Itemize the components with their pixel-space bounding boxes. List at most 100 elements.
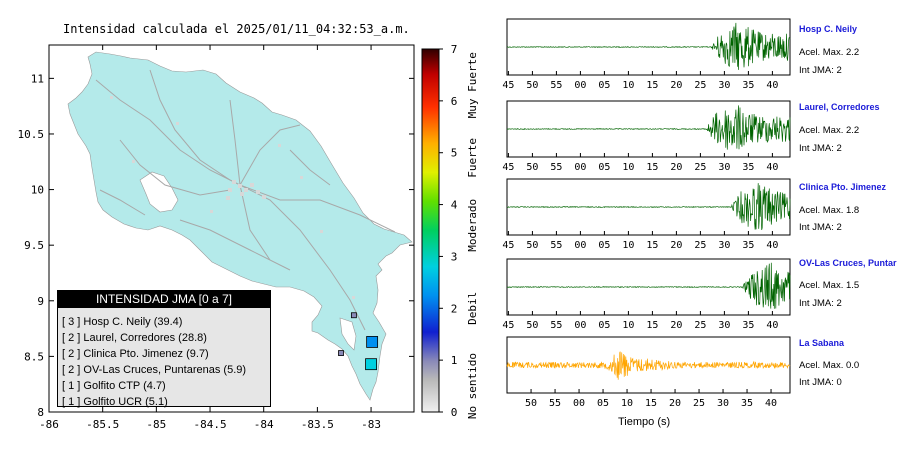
colorbar-tick-label: 4 bbox=[451, 199, 458, 212]
seismogram-tick-label: 45 bbox=[502, 240, 514, 251]
seismogram-tick-label: 40 bbox=[766, 320, 778, 331]
colorbar-label: No sentido bbox=[466, 353, 479, 419]
seismogram-tick-label: 30 bbox=[718, 240, 730, 251]
seismogram-tick-label: 00 bbox=[574, 162, 586, 173]
seismogram-tick-label: 50 bbox=[526, 240, 538, 251]
seismogram-tick-label: 55 bbox=[550, 320, 562, 331]
seismogram-tick-label: 40 bbox=[765, 398, 777, 409]
seismogram-tick-label: 05 bbox=[597, 398, 609, 409]
golfo-dulce bbox=[339, 317, 357, 351]
seismogram-tick-label: 55 bbox=[550, 240, 562, 251]
intensity-legend: INTENSIDAD JMA [0 a 7] [ 3 ] Hosp C. Nei… bbox=[57, 290, 271, 408]
seismogram-tick-label: 05 bbox=[598, 162, 610, 173]
colorbar-tick-label: 2 bbox=[451, 302, 458, 315]
legend-item: [ 1 ] Golfito UCR (5.1) bbox=[62, 396, 168, 408]
seismogram-tick-label: 20 bbox=[669, 398, 681, 409]
seismogram-tick-label: 55 bbox=[549, 398, 561, 409]
seismogram-trace bbox=[506, 183, 791, 230]
legend-item: [ 1 ] Golfito CTP (4.7) bbox=[62, 380, 166, 392]
colorbar-tick-label: 1 bbox=[451, 354, 458, 367]
seismogram-tick-label: 05 bbox=[598, 240, 610, 251]
map-y-tick-label: 10 bbox=[31, 184, 44, 197]
station-int: Int JMA: 0 bbox=[799, 377, 842, 388]
seismogram-tick-label: 00 bbox=[574, 80, 586, 91]
station-marker bbox=[365, 358, 377, 371]
gulf-water bbox=[139, 171, 179, 213]
legend-item: [ 3 ] Hosp C. Neily (39.4) bbox=[62, 316, 183, 328]
map-x-tick-label: -86 bbox=[39, 418, 59, 431]
colorbar-label: Fuerte bbox=[466, 138, 479, 178]
seismogram-tick-label: 50 bbox=[526, 80, 538, 91]
colorbar-tick-label: 5 bbox=[451, 147, 458, 160]
seismogram-tick-label: 35 bbox=[742, 320, 754, 331]
colorbar-tick-label: 3 bbox=[451, 250, 458, 263]
legend-item: [ 2 ] Laurel, Corredores (28.8) bbox=[62, 332, 207, 344]
colorbar-tick-label: 0 bbox=[451, 406, 458, 419]
seismogram-tick-label: 15 bbox=[646, 320, 658, 331]
seismogram-panels: 45 50 55 00 05 10 15 20 25 30 35 40 45 50 55 00 05 10 15 20… bbox=[502, 18, 791, 409]
seismogram-tick-label: 35 bbox=[742, 162, 754, 173]
map-y-tick-label: 8 bbox=[37, 406, 44, 419]
map-y-tick-label: 11 bbox=[31, 72, 44, 85]
colorbar-label: Moderado bbox=[466, 199, 479, 252]
seismogram-tick-label: 45 bbox=[502, 80, 514, 91]
map-y-tick-label: 9 bbox=[37, 295, 44, 308]
map-y-tick-label: 8.5 bbox=[24, 350, 44, 363]
seismogram-trace bbox=[506, 262, 791, 309]
station-accel: Acel. Max. 2.2 bbox=[799, 47, 860, 58]
station-int: Int JMA: 2 bbox=[799, 298, 842, 309]
colorbar-tick-label: 7 bbox=[451, 43, 458, 56]
station-name: Hosp C. Neily bbox=[799, 24, 858, 34]
seismogram-tick-label: 15 bbox=[646, 80, 658, 91]
seismogram-tick-label: 30 bbox=[718, 320, 730, 331]
seismogram-tick-label: 10 bbox=[622, 320, 634, 331]
map-x-tick-label: -85 bbox=[146, 418, 166, 431]
station-int: Int JMA: 2 bbox=[799, 143, 842, 154]
seismogram-tick-label: 25 bbox=[694, 80, 706, 91]
station-name: Clinica Pto. Jimenez bbox=[799, 182, 887, 192]
map-x-tick-label: -84.5 bbox=[193, 418, 226, 431]
seismogram-tick-label: 25 bbox=[693, 398, 705, 409]
seismogram-tick-label: 55 bbox=[550, 162, 562, 173]
station-marker bbox=[366, 336, 379, 348]
seismogram-tick-label: 20 bbox=[670, 240, 682, 251]
station-markers bbox=[338, 312, 379, 371]
seismogram-tick-label: 20 bbox=[670, 162, 682, 173]
legend-item: [ 2 ] OV-Las Cruces, Puntarenas (5.9) bbox=[62, 364, 247, 376]
station-accel: Acel. Max. 1.8 bbox=[799, 205, 860, 216]
seismogram-trace bbox=[506, 351, 791, 380]
map-title: Intensidad calculada el 2025/01/11_04:32… bbox=[63, 22, 410, 36]
map-y-tick-label: 9.5 bbox=[24, 239, 44, 252]
map-x-axis: -86 -85.5 -85 -84.5 -84 -83.5 -83 bbox=[39, 45, 381, 431]
map-x-tick-label: -84 bbox=[254, 418, 274, 431]
seismogram-tick-label: 25 bbox=[694, 320, 706, 331]
seismogram-x-label: Tiempo (s) bbox=[618, 416, 671, 428]
seismogram-tick-label: 20 bbox=[670, 320, 682, 331]
station-name: La Sabana bbox=[799, 338, 845, 348]
station-name: OV-Las Cruces, Puntar bbox=[799, 258, 897, 268]
seismogram-tick-label: 30 bbox=[718, 162, 730, 173]
seismogram-tick-label: 05 bbox=[598, 320, 610, 331]
seismogram-tick-label: 30 bbox=[718, 80, 730, 91]
seismogram-tick-label: 40 bbox=[766, 80, 778, 91]
seismogram-tick-label: 15 bbox=[646, 162, 658, 173]
seismogram-tick-label: 25 bbox=[694, 162, 706, 173]
seismogram-tick-label: 35 bbox=[741, 398, 753, 409]
station-marker bbox=[338, 350, 344, 356]
seismogram-trace bbox=[506, 105, 791, 150]
seismogram-tick-label: 55 bbox=[550, 80, 562, 91]
town-dots bbox=[110, 96, 355, 299]
seismogram-trace bbox=[506, 22, 791, 70]
map-y-tick-label: 10.5 bbox=[18, 128, 45, 141]
seismogram-tick-label: 10 bbox=[621, 398, 633, 409]
station-name: Laurel, Corredores bbox=[799, 102, 880, 112]
seismogram-tick-label: 40 bbox=[766, 162, 778, 173]
seismogram-tick-label: 00 bbox=[574, 240, 586, 251]
seismogram-tick-label: 35 bbox=[742, 240, 754, 251]
seismogram-tick-label: 00 bbox=[574, 320, 586, 331]
station-accel: Acel. Max. 1.5 bbox=[799, 280, 860, 291]
colorbar-labels: No sentido Debil Moderado Fuerte Muy Fuerte bbox=[466, 52, 479, 419]
seismogram-tick-label: 15 bbox=[645, 398, 657, 409]
colorbar-label: Muy Fuerte bbox=[466, 52, 479, 118]
